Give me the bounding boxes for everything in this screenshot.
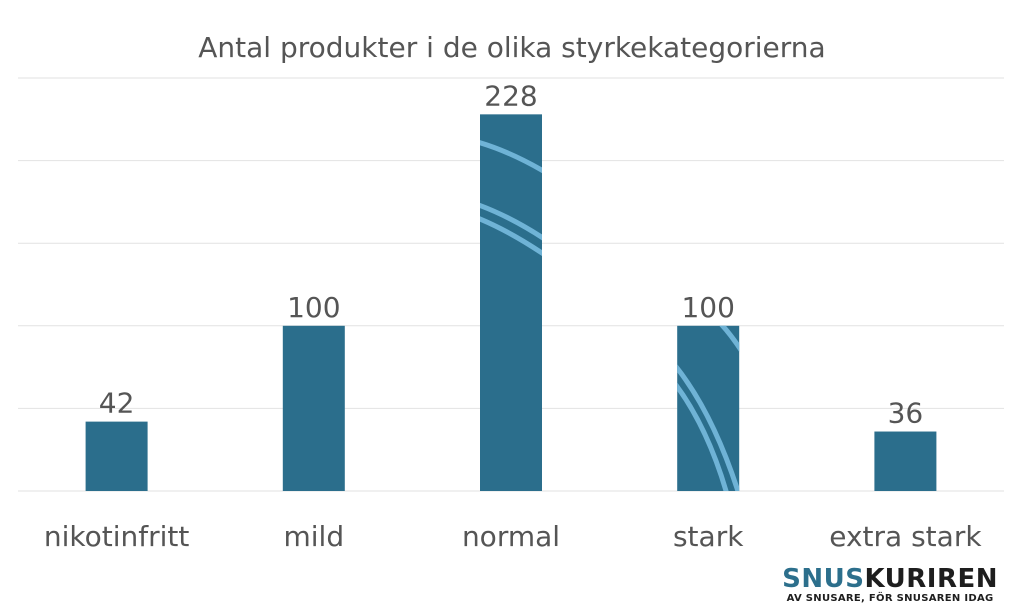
bar-stripe (719, 325, 740, 352)
bar-stripe (480, 140, 542, 174)
bar-nikotinfritt (85, 421, 148, 491)
bar-extra-stark (874, 431, 937, 491)
value-label-normal: 228 (484, 79, 537, 112)
bar-stripe (480, 216, 542, 257)
value-label-extra-stark: 36 (888, 397, 924, 430)
bars (85, 114, 937, 492)
category-label-nikotinfritt: nikotinfritt (44, 520, 190, 553)
logo-part-2: KURIREN (864, 564, 998, 594)
category-labels: nikotinfritt mild normal stark extra stark (44, 520, 982, 553)
category-label-extra-stark: extra stark (829, 520, 982, 553)
snuskuriren-logo: SNUSKURIREN AV SNUSARE, FÖR SNUSAREN IDA… (782, 566, 998, 604)
value-labels: 42 100 228 100 36 (99, 79, 923, 429)
logo-tagline: AV SNUSARE, FÖR SNUSAREN IDAG (786, 593, 994, 604)
bar-mild (282, 325, 345, 491)
bar-stripe (480, 202, 542, 241)
bar-normal (480, 114, 542, 492)
logo-wordmark: SNUSKURIREN (782, 566, 998, 592)
category-label-mild: mild (283, 520, 344, 553)
category-label-stark: stark (673, 520, 744, 553)
category-label-normal: normal (462, 520, 560, 553)
bar-stripes (480, 140, 740, 491)
logo-part-1: SNUS (782, 564, 865, 594)
value-label-stark: 100 (681, 291, 734, 324)
bar-stripe (677, 382, 729, 491)
value-label-mild: 100 (287, 291, 340, 324)
bar-stripe (677, 364, 740, 491)
chart-title: Antal produkter i de olika styrkekategor… (198, 31, 825, 64)
value-label-nikotinfritt: 42 (99, 387, 135, 420)
